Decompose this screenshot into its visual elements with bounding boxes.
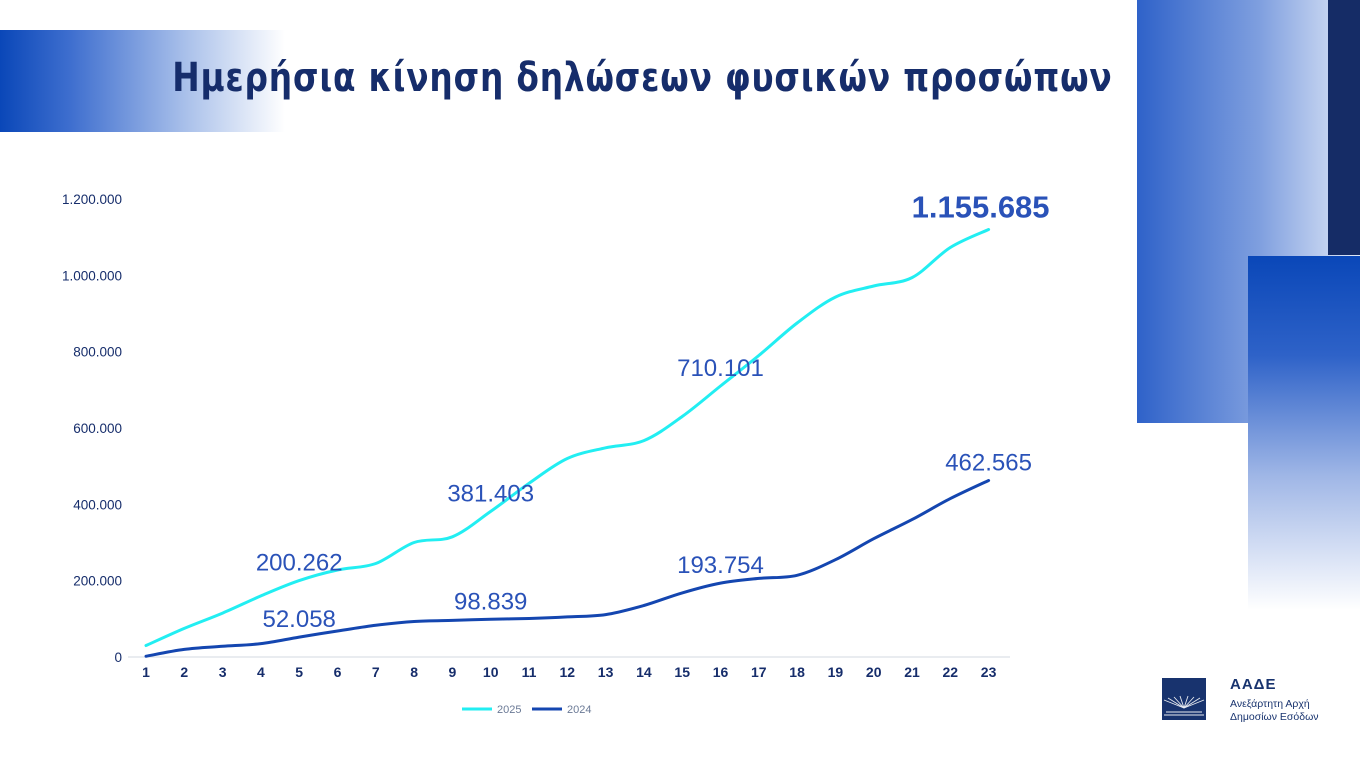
x-tick-label: 16 [713, 664, 729, 680]
x-tick-label: 2 [180, 664, 188, 680]
header-accent-band [0, 30, 285, 132]
y-tick-label: 800.000 [73, 345, 122, 360]
x-tick-label: 21 [904, 664, 920, 680]
chart-data-labels: 200.262 381.403 710.101 1.155.685 52.058 98.8… [256, 190, 1050, 634]
x-tick-label: 17 [751, 664, 767, 680]
x-tick-label: 9 [449, 664, 457, 680]
x-tick-label: 3 [219, 664, 227, 680]
logo-name-line2: Δημοσίων Εσόδων [1230, 711, 1319, 723]
x-tick-label: 19 [828, 664, 844, 680]
x-tick-label: 6 [334, 664, 342, 680]
x-tick-label: 20 [866, 664, 882, 680]
x-tick-label: 4 [257, 664, 265, 680]
data-label-2025: 1.155.685 [912, 190, 1050, 225]
page-title: Ημερήσια κίνηση δηλώσεων φυσικών προσώπω… [172, 55, 1113, 101]
y-tick-label: 1.000.000 [62, 268, 122, 283]
x-tick-label: 7 [372, 664, 380, 680]
x-tick-label: 23 [981, 664, 997, 680]
y-tick-label: 1.200.000 [62, 192, 122, 207]
chart-legend: 2025 2024 [462, 704, 591, 716]
aade-emblem-icon [1162, 678, 1206, 720]
x-tick-label: 1 [142, 664, 150, 680]
data-label-2024: 98.839 [454, 588, 527, 615]
y-tick-label: 0 [114, 650, 122, 665]
x-tick-label: 13 [598, 664, 614, 680]
decorative-navy-strip [1328, 0, 1360, 255]
logo-name-line1: Ανεξάρτητη Αρχή [1230, 698, 1310, 710]
x-tick-label: 14 [636, 664, 652, 680]
data-label-2025: 710.101 [677, 355, 764, 382]
x-tick-label: 10 [483, 664, 499, 680]
data-label-2025: 200.262 [256, 550, 343, 577]
legend-label: 2025 [497, 704, 521, 716]
chart-series [144, 228, 991, 658]
data-label-2025: 381.403 [447, 480, 534, 507]
logo-abbreviation: ΑΑΔΕ [1230, 676, 1277, 693]
data-label-2024: 52.058 [262, 606, 335, 633]
series-line-2024 [144, 479, 991, 658]
data-label-2024: 462.565 [945, 449, 1032, 476]
x-tick-label: 12 [560, 664, 576, 680]
y-tick-label: 400.000 [73, 497, 122, 512]
aade-logo: ΑΑΔΕ Ανεξάρτητη Αρχή Δημοσίων Εσόδων [1162, 676, 1360, 726]
x-tick-label: 15 [674, 664, 690, 680]
chart-axes: 0 200.000 400.000 600.000 800.000 1.000.000 1.… [62, 192, 1010, 680]
data-label-2024: 193.754 [677, 552, 764, 579]
y-tick-label: 200.000 [73, 574, 122, 589]
x-tick-label: 11 [522, 664, 537, 680]
x-tick-label: 5 [295, 664, 303, 680]
x-tick-label: 22 [943, 664, 959, 680]
decorative-panel-bottom [1248, 256, 1360, 610]
legend-label: 2024 [567, 704, 591, 716]
x-tick-label: 8 [410, 664, 418, 680]
series-line-2025 [144, 228, 991, 648]
y-tick-label: 600.000 [73, 421, 122, 436]
x-tick-label: 18 [789, 664, 805, 680]
